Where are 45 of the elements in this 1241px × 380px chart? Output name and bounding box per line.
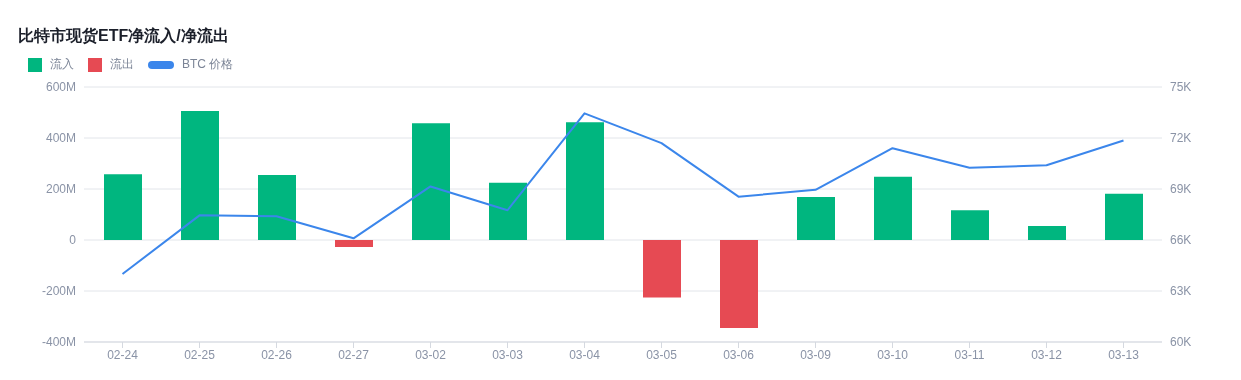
x-tick-label: 03-10 <box>877 347 909 362</box>
line-series <box>121 112 1125 275</box>
x-tick-label: 03-11 <box>954 347 985 362</box>
y-tick-label: 0 <box>69 233 77 248</box>
y2-tick-label: 66K <box>1170 233 1192 248</box>
y2-tick-label: 60K <box>1170 335 1192 350</box>
bar <box>181 110 219 240</box>
bar <box>720 240 758 328</box>
chart-title: 比特市现货ETF净流入/净流出 <box>17 26 230 47</box>
bar <box>335 240 373 247</box>
x-tick-label: 03-05 <box>646 347 678 362</box>
bar <box>104 174 142 240</box>
y-tick-label: -200M <box>41 284 76 299</box>
bar <box>566 122 604 240</box>
bar <box>412 123 450 240</box>
legend-label: BTC 价格 <box>181 56 234 73</box>
bar <box>797 196 835 240</box>
x-tick-label: 03-03 <box>492 347 524 362</box>
x-tick-label: 02-24 <box>107 347 139 362</box>
x-tick-label: 02-26 <box>261 347 293 362</box>
y2-tick-label: 69K <box>1170 182 1192 197</box>
x-tick-label: 03-13 <box>1108 347 1140 362</box>
y2-tick-label: 75K <box>1170 80 1192 95</box>
bar <box>643 240 681 298</box>
x-tick-label: 03-09 <box>800 347 832 362</box>
x-tick-label: 03-06 <box>723 347 755 362</box>
legend-label: 流出 <box>109 56 134 73</box>
x-tick-label: 03-12 <box>1031 347 1063 362</box>
x-tick-label: 03-02 <box>415 347 447 362</box>
bar <box>951 210 989 240</box>
legend-label: 流入 <box>49 56 74 73</box>
x-tick-label: 02-25 <box>184 347 216 362</box>
y2-tick-label: 63K <box>1170 284 1192 299</box>
bar <box>874 176 912 240</box>
y-tick-label: 600M <box>45 80 76 95</box>
bar <box>258 174 296 240</box>
x-tick-label: 02-27 <box>338 347 370 362</box>
bar <box>1028 225 1066 240</box>
x-tick-label: 03-04 <box>569 347 601 362</box>
bar <box>489 182 527 240</box>
y2-tick-label: 72K <box>1170 131 1192 146</box>
bar <box>1105 193 1143 240</box>
y-tick-label: 400M <box>45 131 76 146</box>
y-tick-label: -400M <box>41 335 76 350</box>
y-tick-label: 200M <box>45 182 76 197</box>
